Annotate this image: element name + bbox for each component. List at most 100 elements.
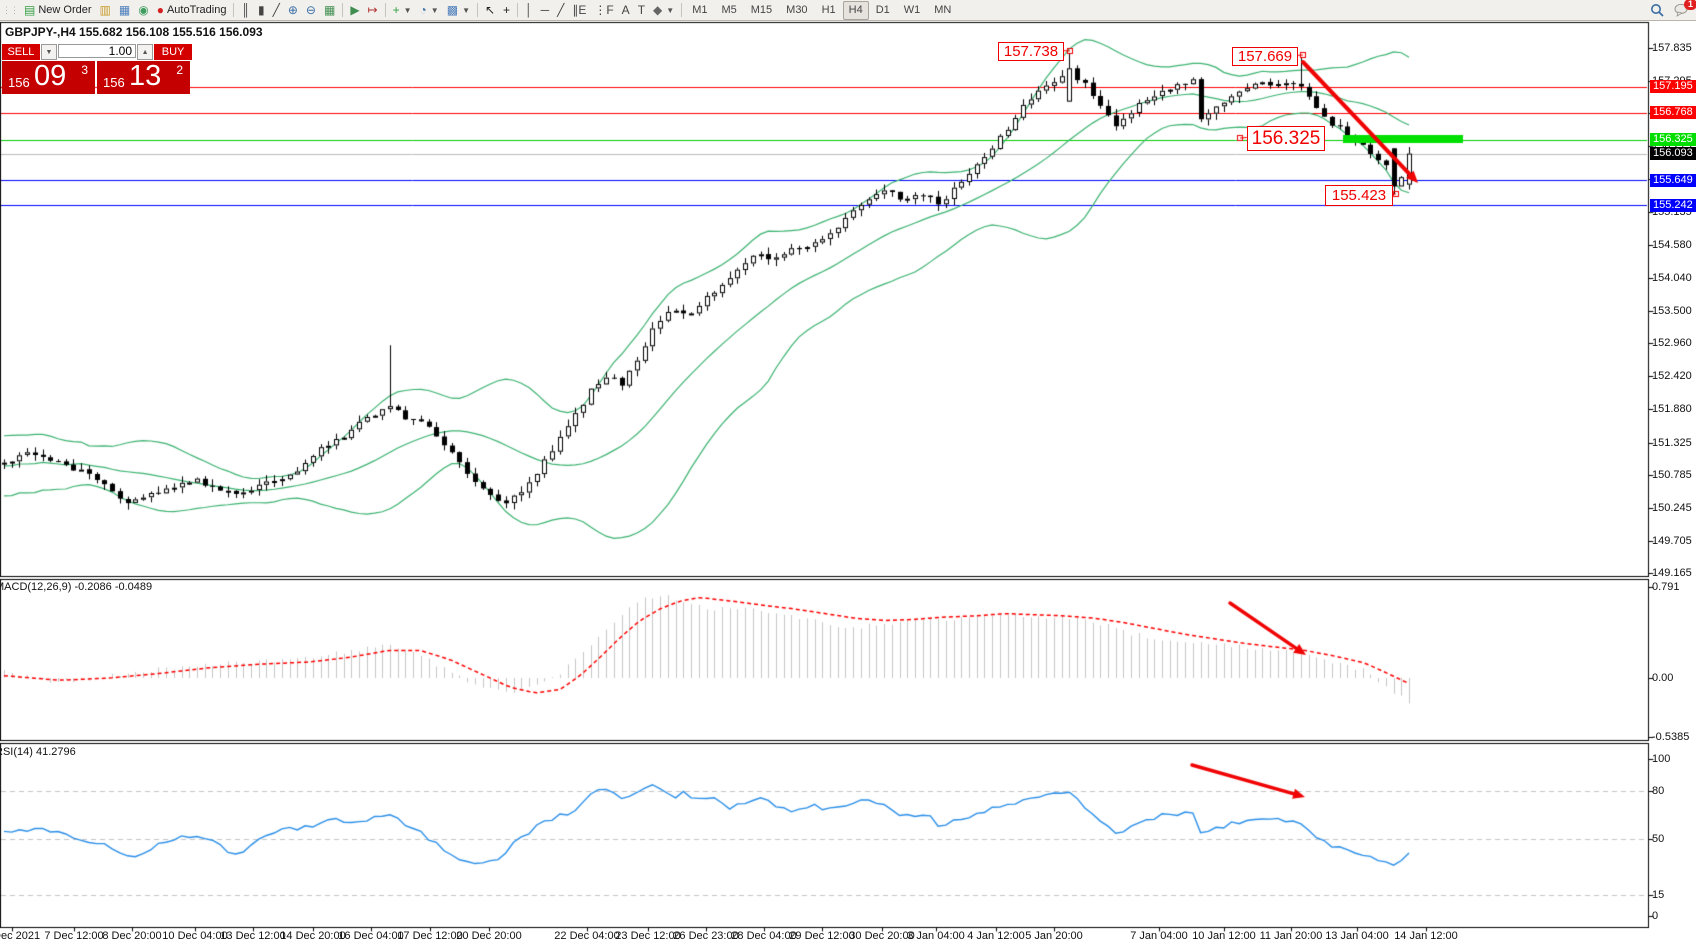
toolbar-separator bbox=[342, 3, 344, 17]
crosshair-tool-icon[interactable]: + bbox=[499, 1, 514, 20]
horizontal-line-tool-icon[interactable]: ─ bbox=[537, 1, 554, 20]
time-tick-label: 11 Jan 20:00 bbox=[1259, 930, 1323, 942]
volume-input[interactable] bbox=[58, 44, 136, 58]
time-tick-label: 20 Dec 20:00 bbox=[456, 930, 522, 942]
bar-chart-icon: ║ bbox=[241, 3, 250, 17]
timeframe-button-m30[interactable]: M30 bbox=[786, 4, 808, 16]
price-line-label: 156.768 bbox=[1650, 106, 1696, 120]
time-tick-label: 30 Dec 20:00 bbox=[849, 930, 915, 942]
volume-decrease-button[interactable]: ▼ bbox=[40, 44, 57, 60]
new-order-button-label: New Order bbox=[38, 4, 92, 16]
main-toolbar: ⋮⋮ ▤ New Order ▥ ▦ ◉ ● AutoTrading ║ ▮ ╱ ⊕ ⊖ ▦ ▶ ↦ + ▼ ◔ ▼ ▩… bbox=[0, 0, 1696, 21]
time-tick-label: 17 Dec 12:00 bbox=[397, 930, 463, 942]
line-chart-icon[interactable]: ╱ bbox=[269, 1, 284, 20]
price-tick-label: 152.420 bbox=[1652, 370, 1692, 383]
time-tick-label: 10 Jan 12:00 bbox=[1192, 930, 1256, 942]
indicators-add-icon[interactable]: + ▼ bbox=[389, 1, 416, 20]
timeframe-button-d1[interactable]: D1 bbox=[875, 4, 890, 16]
cursor-tool-icon[interactable]: ↖ bbox=[481, 1, 499, 20]
price-tick-label: 149.165 bbox=[1652, 567, 1692, 580]
autotrading-button-label: AutoTrading bbox=[166, 4, 227, 16]
zoom-in-icon[interactable]: ⊕ bbox=[284, 1, 302, 20]
price-tick-label: 154.040 bbox=[1652, 271, 1692, 284]
sell-price-panel[interactable]: 156 09 3 bbox=[2, 60, 95, 94]
autotrading-button[interactable]: ● AutoTrading bbox=[153, 1, 231, 20]
toolbar-separator bbox=[476, 3, 478, 17]
chevron-down-icon[interactable]: ▼ bbox=[462, 5, 470, 15]
tile-windows-icon: ▦ bbox=[323, 3, 336, 17]
market-watch-icon[interactable]: ▥ bbox=[96, 1, 115, 20]
price-tick-label: 151.325 bbox=[1652, 436, 1692, 449]
time-tick-label: 28 Dec 04:00 bbox=[731, 930, 797, 942]
chevron-down-icon[interactable]: ▼ bbox=[430, 5, 439, 15]
timeframe-button-h4[interactable]: H4 bbox=[842, 0, 869, 20]
time-tick-label: 8 Dec 20:00 bbox=[102, 930, 162, 942]
new-order-icon: ▤ bbox=[24, 3, 36, 17]
notifications-icon[interactable]: 1 bbox=[1674, 0, 1696, 17]
price-tick-label: 150.245 bbox=[1652, 501, 1692, 514]
shapes-tool-icon[interactable]: ◆ ▼ bbox=[649, 1, 678, 20]
timeframe-button-mn[interactable]: MN bbox=[934, 4, 952, 16]
time-tick-label: 7 Dec 12:00 bbox=[44, 930, 104, 942]
tile-windows-icon[interactable]: ▦ bbox=[320, 1, 339, 20]
buy-price-panel[interactable]: 156 13 2 bbox=[97, 60, 190, 94]
timeframe-button-h1[interactable]: H1 bbox=[821, 4, 836, 16]
templates-icon[interactable]: ▩ ▼ bbox=[443, 1, 474, 20]
buy-price-prefix: 156 bbox=[103, 75, 125, 90]
navigator-icon[interactable]: ◉ bbox=[134, 1, 152, 20]
time-tick-label: 16 Dec 04:00 bbox=[338, 930, 404, 942]
macd-axis-label: 0.791 bbox=[1652, 581, 1680, 593]
chart-ohlc-title: GBPJPY-,H4 155.682 156.108 155.516 156.0… bbox=[5, 25, 263, 39]
vertical-line-tool-icon: │ bbox=[525, 3, 533, 17]
time-tick-label: 4 Jan 12:00 bbox=[967, 930, 1025, 942]
bar-chart-icon[interactable]: ║ bbox=[237, 1, 254, 20]
periods-icon[interactable]: ◔ ▼ bbox=[416, 1, 443, 20]
trendline-tool-icon[interactable]: ╱ bbox=[553, 1, 568, 20]
price-annotation[interactable]: 156.325 bbox=[1247, 126, 1325, 151]
macd-axis-label: 0.00 bbox=[1652, 672, 1674, 684]
buy-button[interactable]: BUY bbox=[154, 44, 192, 60]
price-annotation[interactable]: 155.423 bbox=[1325, 185, 1393, 206]
zoom-out-icon: ⊖ bbox=[305, 3, 316, 17]
timeframe-button-m1[interactable]: M1 bbox=[692, 4, 708, 16]
templates-icon: ▩ bbox=[446, 3, 459, 17]
rsi-axis-label: 15 bbox=[1652, 889, 1665, 901]
price-tick-label: 154.580 bbox=[1652, 239, 1692, 252]
timeframe-button-m15[interactable]: M15 bbox=[750, 4, 773, 16]
timeframe-button-m5[interactable]: M5 bbox=[721, 4, 737, 16]
sell-price-big: 09 bbox=[34, 60, 67, 92]
time-tick-label: 22 Dec 04:00 bbox=[554, 930, 620, 942]
price-tick-label: 150.785 bbox=[1652, 469, 1692, 482]
price-annotation[interactable]: 157.669 bbox=[1232, 47, 1298, 66]
price-line-label: 155.649 bbox=[1650, 173, 1696, 187]
text-label-tool-icon[interactable]: T bbox=[634, 1, 649, 20]
zoom-out-icon[interactable]: ⊖ bbox=[302, 1, 320, 20]
time-tick-label: 26 Dec 23:00 bbox=[673, 930, 739, 942]
rsi-indicator-label: RSI(14) 41.2796 bbox=[0, 746, 76, 758]
chart-shift-icon[interactable]: ↦ bbox=[364, 1, 382, 20]
notification-count-badge: 1 bbox=[1683, 0, 1696, 10]
chevron-down-icon[interactable]: ▼ bbox=[403, 5, 412, 15]
time-tick-label: 7 Jan 04:00 bbox=[1130, 930, 1188, 942]
fibonacci-tool-icon[interactable]: ⋮F bbox=[590, 1, 617, 20]
price-annotation[interactable]: 157.738 bbox=[998, 42, 1064, 61]
time-tick-label: 5 Jan 20:00 bbox=[1025, 930, 1083, 942]
auto-scroll-icon[interactable]: ▶ bbox=[346, 1, 363, 20]
chevron-down-icon[interactable]: ▼ bbox=[666, 5, 675, 15]
cursor-tool-icon: ↖ bbox=[484, 3, 496, 17]
sell-button[interactable]: SELL bbox=[2, 44, 40, 60]
search-icon[interactable] bbox=[1650, 3, 1664, 17]
timeframe-button-w1[interactable]: W1 bbox=[903, 4, 921, 16]
candlestick-chart-icon[interactable]: ▮ bbox=[254, 1, 269, 20]
vertical-line-tool-icon[interactable]: │ bbox=[521, 1, 537, 20]
data-window-icon: ▦ bbox=[118, 3, 131, 17]
price-tick-label: 153.500 bbox=[1652, 304, 1692, 317]
data-window-icon[interactable]: ▦ bbox=[115, 1, 134, 20]
volume-increase-button[interactable]: ▲ bbox=[137, 44, 154, 60]
text-tool-icon[interactable]: A bbox=[618, 1, 634, 20]
new-order-button[interactable]: ▤ New Order bbox=[20, 1, 96, 20]
channel-tool-icon[interactable]: ∥E bbox=[568, 1, 590, 20]
one-click-trading-panel: SELL ▼ ▲ BUY 156 09 3 156 13 2 bbox=[2, 44, 192, 94]
